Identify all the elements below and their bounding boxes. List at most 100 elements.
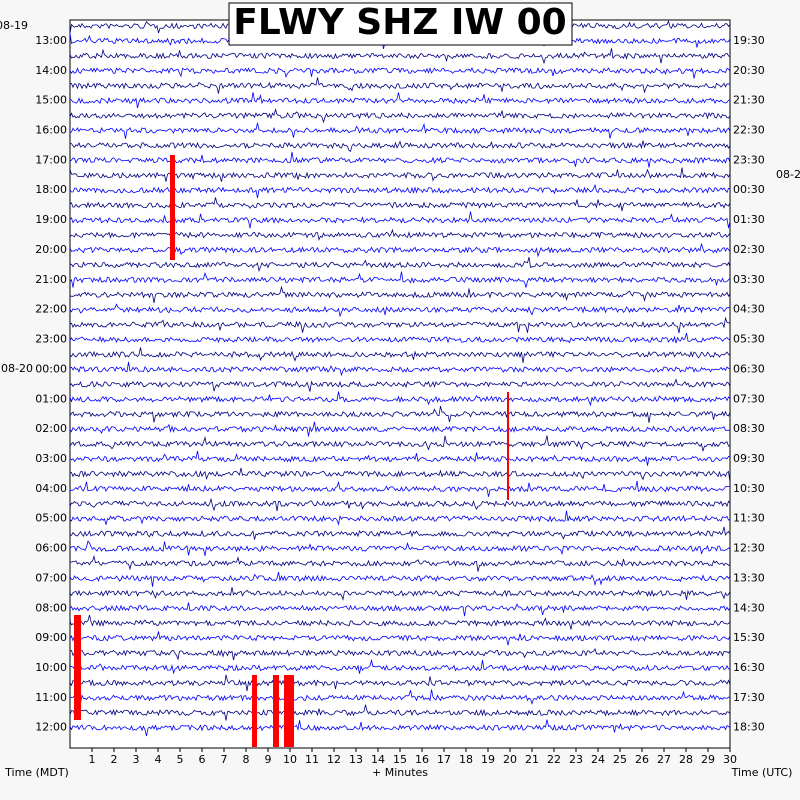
x-tick-label: 9 xyxy=(265,753,272,766)
trace xyxy=(69,572,731,587)
left-time-label: 18:00 xyxy=(35,183,67,196)
trace xyxy=(69,347,731,363)
trace xyxy=(69,480,731,497)
right-time-label: 20:30 xyxy=(733,64,765,77)
x-tick-label: 5 xyxy=(177,753,184,766)
x-tick-label: 1 xyxy=(89,753,96,766)
right-time-label: 00:30 xyxy=(733,183,765,196)
trace xyxy=(69,602,731,617)
left-time-label: 03:00 xyxy=(35,452,67,465)
x-tick-label: 27 xyxy=(657,753,671,766)
left-time-label: 19:00 xyxy=(35,213,67,226)
left-time-label: 07:00 xyxy=(35,571,67,584)
right-time-label: 11:30 xyxy=(733,512,765,525)
right-time-label: 17:30 xyxy=(733,691,765,704)
x-tick-label: 30 xyxy=(723,753,737,766)
x-tick-label: 18 xyxy=(459,753,473,766)
left-time-label: 22:00 xyxy=(35,303,67,316)
trace xyxy=(69,614,731,630)
left-time-label: 23:00 xyxy=(35,333,67,346)
x-tick-label: 11 xyxy=(305,753,319,766)
right-time-label: 02:30 xyxy=(733,243,765,256)
right-time-label: 15:30 xyxy=(733,631,765,644)
trace xyxy=(69,303,731,318)
x-tick-label: 2 xyxy=(111,753,118,766)
right-time-label: 07:30 xyxy=(733,392,765,405)
trace xyxy=(69,77,731,94)
trace xyxy=(69,647,731,662)
x-tick-label: 10 xyxy=(283,753,297,766)
left-time-label: 09:00 xyxy=(35,631,67,644)
trace xyxy=(69,285,731,304)
x-tick-label: 4 xyxy=(155,753,162,766)
trace xyxy=(69,140,731,153)
traces xyxy=(69,17,731,737)
left-time-label: 10:00 xyxy=(35,661,67,674)
trace xyxy=(69,211,731,229)
trace xyxy=(69,526,731,540)
trace xyxy=(69,554,731,572)
x-tick-label: 22 xyxy=(547,753,561,766)
right-time-label: 16:30 xyxy=(733,661,765,674)
trace xyxy=(69,67,731,79)
x-tick-label: 28 xyxy=(679,753,693,766)
left-time-label: 17:00 xyxy=(35,153,67,166)
trace xyxy=(69,435,731,452)
trace xyxy=(69,540,731,556)
right-time-label: 13:30 xyxy=(733,571,765,584)
right-time-label: 10:30 xyxy=(733,482,765,495)
right-time-label: 05:30 xyxy=(733,333,765,346)
title: FLWY SHZ IW 00 xyxy=(233,2,566,43)
trace xyxy=(69,405,731,423)
date-label: 08-20 xyxy=(1,362,33,375)
trace xyxy=(69,378,731,392)
left-time-label: 15:00 xyxy=(35,94,67,107)
right-time-label: 09:30 xyxy=(733,452,765,465)
left-time-label: 02:00 xyxy=(35,422,67,435)
left-axis-label: Time (MDT) xyxy=(4,766,69,779)
trace xyxy=(69,467,731,483)
left-time-label: 11:00 xyxy=(35,691,67,704)
x-tick-label: 23 xyxy=(569,753,583,766)
date-label: 08-21 xyxy=(776,168,800,181)
x-tick-label: 14 xyxy=(371,753,385,766)
date-label: 08-19 xyxy=(0,19,28,32)
left-time-label: 20:00 xyxy=(35,243,67,256)
title-box xyxy=(228,2,573,46)
x-tick-label: 8 xyxy=(243,753,250,766)
trace xyxy=(69,719,731,737)
trace xyxy=(69,256,731,273)
right-time-label: 03:30 xyxy=(733,273,765,286)
trace xyxy=(69,243,731,258)
x-tick-label: 17 xyxy=(437,753,451,766)
left-time-label: 14:00 xyxy=(35,64,67,77)
trace xyxy=(69,497,731,512)
x-tick-label: 25 xyxy=(613,753,627,766)
x-tick-label: 12 xyxy=(327,753,341,766)
trace xyxy=(69,587,731,601)
right-time-label: 18:30 xyxy=(733,721,765,734)
right-time-label: 08:30 xyxy=(733,422,765,435)
x-axis-label: + Minutes xyxy=(372,766,428,779)
trace xyxy=(69,228,731,241)
trace xyxy=(69,391,731,407)
right-time-label: 14:30 xyxy=(733,601,765,614)
trace xyxy=(69,658,731,675)
left-time-label: 01:00 xyxy=(35,392,67,405)
left-time-label: 12:00 xyxy=(35,721,67,734)
trace xyxy=(69,510,731,526)
trace xyxy=(69,108,731,124)
x-tick-label: 19 xyxy=(481,753,495,766)
left-time-label: 06:00 xyxy=(35,542,67,555)
x-tick-label: 24 xyxy=(591,753,605,766)
right-time-label: 19:30 xyxy=(733,34,765,47)
trace xyxy=(69,122,731,139)
x-tick-label: 6 xyxy=(199,753,206,766)
trace xyxy=(69,48,731,65)
x-tick-label: 13 xyxy=(349,753,363,766)
right-time-label: 04:30 xyxy=(733,303,765,316)
x-tick-label: 3 xyxy=(133,753,140,766)
trace xyxy=(69,689,731,706)
left-time-label: 08:00 xyxy=(35,601,67,614)
